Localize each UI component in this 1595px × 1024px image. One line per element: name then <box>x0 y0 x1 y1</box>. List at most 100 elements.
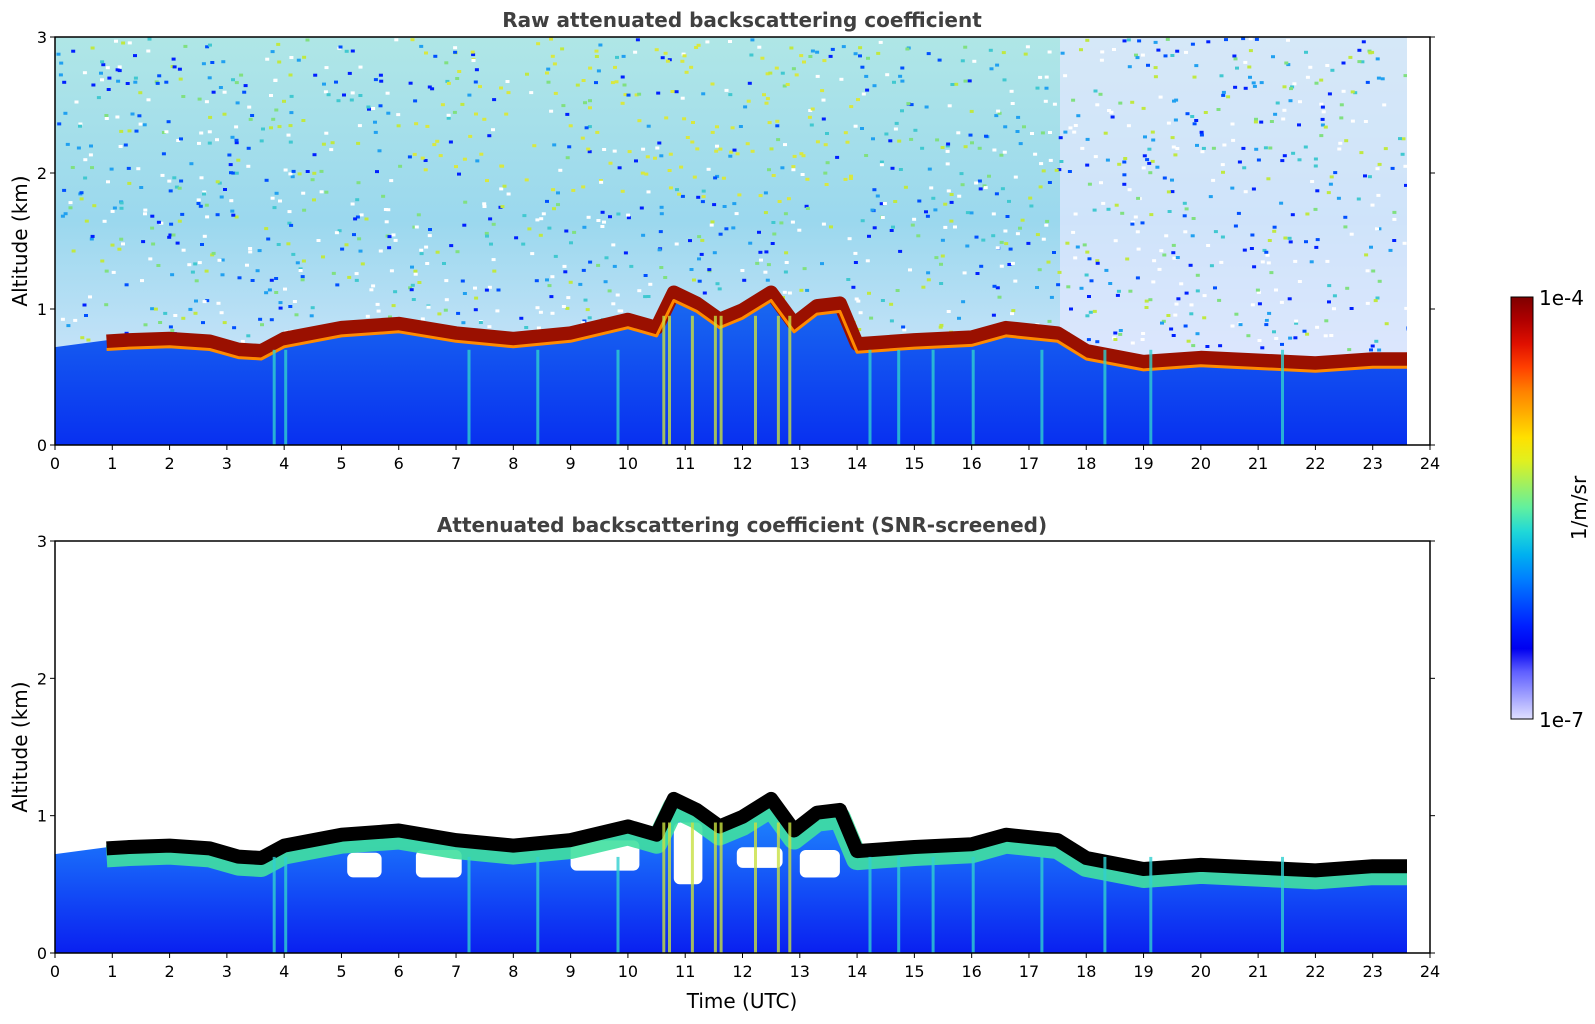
noise-pixel <box>163 311 168 315</box>
x-tick-label: 2 <box>164 962 174 981</box>
noise-pixel <box>1336 196 1341 200</box>
noise-pixel <box>771 221 776 224</box>
noise-pixel <box>181 248 186 252</box>
noise-pixel <box>355 198 360 202</box>
noise-pixel <box>1333 171 1338 175</box>
noise-pixel <box>1251 187 1256 191</box>
noise-pixel <box>799 152 804 156</box>
noise-pixel <box>607 289 612 293</box>
noise-pixel <box>1398 137 1402 141</box>
noise-pixel <box>1230 324 1235 328</box>
noise-pixel <box>499 86 503 90</box>
noise-pixel <box>207 76 212 80</box>
noise-pixel <box>977 146 982 150</box>
noise-pixel <box>560 47 565 51</box>
noise-pixel <box>623 93 628 97</box>
noise-pixel <box>410 38 415 42</box>
noise-pixel <box>199 176 204 180</box>
noise-pixel <box>1243 86 1248 90</box>
noise-pixel <box>675 188 679 192</box>
noise-pixel <box>901 325 906 329</box>
noise-pixel <box>438 154 443 158</box>
noise-pixel <box>1315 238 1320 242</box>
noise-pixel <box>435 250 440 254</box>
noise-pixel <box>900 66 905 70</box>
noise-pixel <box>663 276 668 279</box>
noise-pixel <box>470 50 475 54</box>
noise-pixel <box>234 81 239 85</box>
noise-pixel <box>423 159 428 162</box>
noise-pixel <box>1280 159 1285 163</box>
noise-pixel <box>1266 261 1271 265</box>
noise-pixel <box>682 54 687 58</box>
noise-pixel <box>1260 260 1265 264</box>
noise-pixel <box>588 99 592 103</box>
noise-pixel <box>445 79 450 83</box>
noise-pixel <box>373 130 378 134</box>
noise-pixel <box>674 242 679 246</box>
noise-pixel <box>1118 101 1123 105</box>
x-tick-label: 24 <box>1420 962 1440 981</box>
x-tick-label: 13 <box>790 962 810 981</box>
noise-pixel <box>278 301 283 305</box>
noise-pixel <box>1100 50 1105 54</box>
noise-pixel <box>978 187 983 191</box>
noise-pixel <box>1095 259 1100 263</box>
noise-pixel <box>446 116 451 120</box>
noise-pixel <box>499 187 504 191</box>
noise-pixel <box>777 200 782 203</box>
noise-pixel <box>1213 286 1217 290</box>
noise-pixel <box>316 239 321 242</box>
noise-pixel <box>473 308 478 312</box>
noise-pixel <box>737 193 742 197</box>
noise-pixel <box>550 311 555 315</box>
x-tick-label: 15 <box>904 454 924 473</box>
noise-pixel <box>1390 166 1395 170</box>
noise-pixel <box>1267 311 1272 315</box>
noise-pixel <box>1327 284 1332 288</box>
noise-pixel <box>815 50 820 54</box>
noise-pixel <box>1047 181 1052 184</box>
noise-pixel <box>291 252 296 256</box>
noise-pixel <box>1320 105 1325 109</box>
noise-pixel <box>545 199 549 203</box>
noise-pixel <box>150 214 155 218</box>
noise-pixel <box>870 208 875 212</box>
noise-pixel <box>1272 229 1277 233</box>
noise-pixel <box>1337 147 1342 151</box>
x-tick-label: 1 <box>107 962 117 981</box>
noise-pixel <box>1274 288 1278 292</box>
noise-pixel <box>83 176 88 180</box>
noise-pixel <box>659 205 664 209</box>
noise-pixel <box>222 112 227 116</box>
x-tick-label: 8 <box>508 962 518 981</box>
noise-pixel <box>411 298 416 301</box>
noise-pixel <box>107 76 112 80</box>
noise-pixel <box>620 189 625 193</box>
noise-pixel <box>695 147 700 151</box>
noise-pixel <box>171 233 176 237</box>
noise-pixel <box>1118 329 1123 332</box>
noise-pixel <box>202 190 207 194</box>
noise-pixel <box>334 231 339 235</box>
noise-pixel <box>137 114 142 118</box>
noise-pixel <box>335 283 340 287</box>
noise-pixel <box>616 212 621 216</box>
noise-pixel <box>232 326 237 330</box>
noise-pixel <box>1272 330 1276 334</box>
noise-pixel <box>644 172 649 176</box>
noise-pixel <box>1159 249 1164 253</box>
noise-pixel <box>126 166 131 170</box>
plume-streak <box>272 349 276 445</box>
noise-pixel <box>1365 269 1370 273</box>
noise-pixel <box>106 180 110 184</box>
noise-pixel <box>1126 124 1131 128</box>
noise-pixel <box>878 40 883 44</box>
noise-pixel <box>1252 84 1257 88</box>
noise-pixel <box>937 58 942 62</box>
noise-pixel <box>1341 61 1346 65</box>
noise-pixel <box>89 144 93 148</box>
noise-pixel <box>409 288 414 292</box>
bottom-panel: Attenuated backscattering coefficient (S… <box>8 513 1440 1013</box>
noise-pixel <box>779 221 784 225</box>
